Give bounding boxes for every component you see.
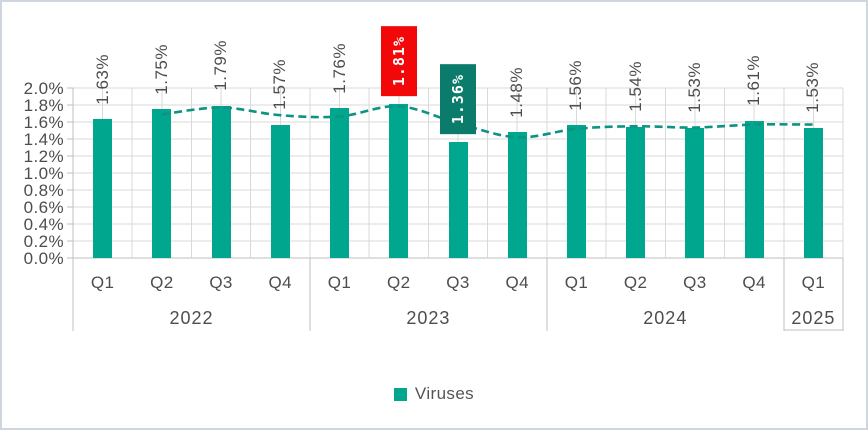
x-axis-year-label-2023: 2023: [406, 308, 451, 328]
x-axis-year-label-2022: 2022: [169, 308, 214, 328]
data-label-text: 1.81%: [380, 26, 417, 97]
chart-legend: Viruses: [0, 384, 868, 403]
highlighted-data-label-2023-q3: 1.36%: [440, 64, 476, 135]
data-label-2022-q4: 1.57%: [263, 59, 297, 110]
data-label-text: 1.57%: [270, 58, 290, 110]
data-label-2024-q2: 1.54%: [619, 61, 653, 112]
bar-2023-q2: [389, 104, 409, 258]
data-label-text: 1.61%: [744, 55, 764, 107]
x-axis-quarter-label-2023-q4: Q4: [505, 273, 529, 292]
data-label-2022-q3: 1.79%: [204, 40, 238, 91]
x-axis-quarter-label-2023-q3: Q3: [446, 273, 470, 292]
y-axis-tick-label: 0.6%: [23, 197, 64, 217]
data-label-text: 1.48%: [507, 66, 527, 118]
bar-2023-q3: [448, 142, 468, 258]
data-label-2022-q1: 1.63%: [86, 54, 120, 105]
data-label-2024-q1: 1.56%: [559, 60, 593, 111]
y-axis-tick-label: 0.4%: [23, 214, 64, 234]
x-axis-year-label-2024: 2024: [643, 308, 688, 328]
data-label-2022-q2: 1.75%: [145, 44, 179, 95]
bar-2024-q4: [744, 121, 764, 258]
bar-2024-q2: [626, 127, 646, 258]
y-axis-tick-label: 1.8%: [23, 95, 64, 115]
data-label-2025-q1: 1.53%: [796, 62, 830, 113]
x-axis-quarter-label-2023-q1: Q1: [327, 273, 352, 292]
data-label-text: 1.53%: [803, 62, 823, 113]
data-label-2023-q4: 1.48%: [500, 67, 534, 118]
data-label-text: 1.75%: [151, 43, 171, 95]
data-label-text: 1.54%: [625, 61, 645, 113]
bar-2025-q1: [803, 127, 823, 258]
data-label-text: 1.79%: [211, 40, 231, 91]
x-axis-quarter-label-2022-q4: Q4: [268, 273, 293, 292]
y-axis-tick-label: 1.6%: [23, 112, 64, 132]
y-axis-tick-label: 1.4%: [23, 129, 64, 149]
y-axis-tick-label: 1.0%: [23, 163, 64, 183]
data-label-text: 1.53%: [684, 62, 704, 113]
x-axis-quarter-label-2024-q1: Q1: [564, 273, 589, 292]
data-label-2023-q1: 1.76%: [323, 43, 357, 94]
x-axis-quarter-label-2022-q2: Q2: [150, 273, 174, 292]
x-axis-year-label-2025: 2025: [791, 308, 836, 328]
x-axis-quarter-label-2024-q3: Q3: [683, 273, 707, 292]
x-axis-quarter-label-2025-q1: Q1: [801, 273, 826, 292]
legend-viruses-swatch-icon: [393, 387, 407, 401]
bar-2022-q3: [211, 105, 231, 258]
x-axis-quarter-label-2023-q2: Q2: [387, 273, 411, 292]
y-axis-tick-label: 0.0%: [23, 248, 64, 268]
y-axis-tick-label: 2.0%: [23, 78, 64, 98]
x-axis-quarter-label-2022-q3: Q3: [209, 273, 233, 292]
x-axis-quarter-label-2024-q4: Q4: [742, 273, 766, 292]
x-axis-quarter-label-2022-q1: Q1: [90, 273, 115, 292]
data-label-text: 1.36%: [440, 64, 476, 135]
data-label-text: 1.76%: [329, 42, 349, 94]
legend-viruses-label: Viruses: [414, 384, 475, 403]
bar-2023-q4: [507, 132, 527, 258]
data-label-2024-q4: 1.61%: [737, 55, 771, 106]
y-axis-tick-label: 1.2%: [23, 146, 64, 166]
bar-2022-q4: [270, 124, 290, 258]
bar-2022-q2: [152, 109, 172, 258]
bar-2024-q1: [566, 125, 586, 258]
highlighted-data-label-2023-q2: 1.81%: [380, 26, 417, 97]
data-label-text: 1.63%: [92, 53, 112, 105]
y-axis-tick-label: 0.2%: [23, 231, 64, 251]
bar-2023-q1: [330, 108, 350, 258]
bar-2024-q3: [685, 127, 705, 258]
data-label-text: 1.56%: [566, 59, 586, 111]
y-axis-tick-label: 0.8%: [23, 180, 64, 200]
bar-2022-q1: [93, 119, 113, 258]
data-label-2024-q3: 1.53%: [678, 62, 712, 113]
x-axis-quarter-label-2024-q2: Q2: [623, 273, 648, 292]
